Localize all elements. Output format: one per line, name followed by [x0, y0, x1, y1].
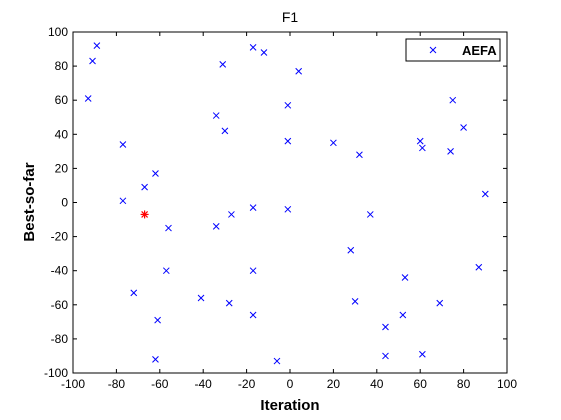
data-point: [89, 57, 96, 65]
plot-area: [72, 31, 508, 374]
y-tick-label: 80: [55, 59, 69, 73]
y-tick-label: 0: [61, 196, 68, 210]
x-tick-label: 100: [497, 377, 517, 391]
legend-box: [405, 38, 501, 62]
data-point: [154, 316, 161, 324]
chart-title: F1: [282, 9, 299, 25]
data-point: [249, 204, 257, 211]
legend-label-aefa: AEFA: [462, 43, 497, 58]
data-point: [221, 127, 229, 135]
data-point: [295, 67, 303, 75]
data-point: [119, 197, 127, 205]
data-point: [475, 263, 483, 271]
data-point: [419, 144, 426, 152]
data-point: [382, 323, 389, 331]
data-point: [212, 112, 220, 119]
x-tick-label: 40: [370, 377, 384, 391]
x-tick-label: -20: [238, 377, 256, 391]
y-axis-label: Best-so-far: [21, 162, 38, 241]
x-tick-label: -100: [61, 377, 85, 391]
x-tick-label: 0: [287, 377, 294, 391]
y-tick-label: 40: [55, 127, 69, 141]
x-tick-label: 80: [457, 377, 471, 391]
legend: AEFA: [405, 38, 501, 62]
data-point: [152, 356, 159, 363]
data-point: [130, 289, 138, 297]
y-tick-label: -40: [51, 264, 69, 278]
data-point: [219, 61, 227, 68]
x-tick-label: 20: [327, 377, 341, 391]
data-point: [93, 42, 101, 49]
x-tick-label: 60: [414, 377, 428, 391]
legend-marker-x-icon: [429, 46, 437, 54]
data-point: [260, 49, 268, 56]
data-point: [399, 311, 407, 319]
data-point: [382, 352, 389, 360]
data-point: [447, 147, 454, 155]
data-point: [228, 211, 235, 218]
y-tick-label: 20: [55, 161, 69, 175]
x-axis-label: Iteration: [260, 397, 319, 414]
data-point: [416, 137, 424, 145]
data-point: [401, 274, 409, 281]
data-point: [436, 299, 444, 307]
best-point-marker: [140, 210, 149, 219]
data-point: [356, 151, 363, 159]
data-point: [347, 246, 355, 254]
data-point: [273, 357, 281, 365]
data-point: [330, 139, 337, 147]
data-point: [225, 299, 233, 307]
y-tick-label: -60: [51, 298, 69, 312]
data-point: [212, 223, 220, 230]
data-point: [284, 137, 292, 145]
axis-ticks: -100 -80 -60 -40 -20 0 20 40 60 80 100 -100 -80 -60 -4…: [44, 25, 517, 391]
x-tick-label: -60: [151, 377, 169, 391]
data-point: [249, 311, 257, 319]
y-tick-label: -80: [51, 332, 69, 346]
data-point: [84, 95, 92, 102]
data-point: [366, 211, 374, 218]
data-point: [351, 298, 359, 305]
data-point: [162, 267, 170, 275]
data-point: [449, 96, 457, 104]
legend-x-mark: [429, 46, 437, 54]
y-tick-label: 100: [48, 25, 68, 39]
data-point: [165, 224, 172, 232]
y-tick-label: -100: [44, 366, 68, 380]
data-point: [249, 267, 257, 275]
data-point: [119, 141, 127, 148]
data-point: [152, 170, 159, 177]
data-point: [481, 190, 489, 198]
data-point: [284, 205, 292, 213]
data-point: [141, 183, 148, 191]
data-points: [84, 42, 489, 365]
x-tick-label: -80: [108, 377, 126, 391]
data-point: [460, 124, 467, 131]
data-point: [249, 43, 257, 51]
y-tick-label: -20: [51, 230, 69, 244]
data-point: [197, 294, 205, 302]
x-tick-label: -40: [195, 377, 213, 391]
y-tick-label: 60: [55, 93, 69, 107]
data-point: [284, 101, 292, 109]
data-point: [419, 350, 426, 358]
